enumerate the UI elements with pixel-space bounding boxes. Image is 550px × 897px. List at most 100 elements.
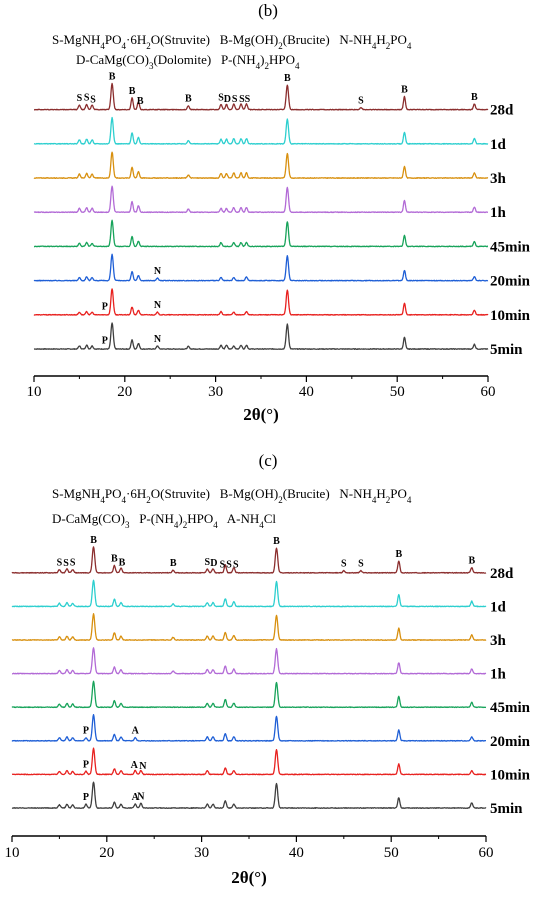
series-line-1h bbox=[33, 185, 489, 214]
x-tick-label: 50 bbox=[384, 845, 399, 861]
series-label-5min: 5min bbox=[490, 801, 523, 817]
peak-label: S bbox=[358, 559, 364, 570]
x-tick-label: 20 bbox=[117, 384, 132, 400]
peak-label: P bbox=[102, 302, 108, 313]
series-line-20min bbox=[11, 714, 487, 742]
peak-label: B bbox=[109, 72, 116, 83]
series-label-1d: 1d bbox=[490, 137, 507, 153]
peak-label: N bbox=[154, 300, 162, 311]
peak-label: B bbox=[137, 96, 144, 107]
x-tick-label: 40 bbox=[289, 845, 304, 861]
peak-label: B bbox=[284, 73, 291, 84]
series-label-10min: 10min bbox=[490, 767, 531, 783]
peak-label: S bbox=[220, 560, 226, 571]
x-tick-label: 20 bbox=[99, 845, 114, 861]
series-label-20min: 20min bbox=[490, 274, 531, 290]
peak-label: P bbox=[102, 336, 108, 347]
x-tick-label: 60 bbox=[481, 384, 496, 400]
series-line-28d bbox=[11, 546, 487, 574]
series-line-20min bbox=[33, 253, 489, 282]
peak-label: P bbox=[83, 792, 89, 803]
series-label-3h: 3h bbox=[490, 633, 507, 649]
series-label-1h: 1h bbox=[490, 205, 507, 221]
series-label-20min: 20min bbox=[490, 734, 531, 750]
series-label-3h: 3h bbox=[490, 171, 507, 187]
series-line-10min bbox=[33, 288, 489, 316]
series-line-3h bbox=[33, 151, 489, 179]
peak-label: S bbox=[84, 92, 90, 103]
peak-label: B bbox=[471, 92, 478, 103]
peak-label: N bbox=[139, 761, 147, 772]
series-line-45min bbox=[33, 219, 489, 248]
series-label-10min: 10min bbox=[490, 308, 531, 324]
panel-label: (c) bbox=[259, 451, 278, 470]
peak-label: B bbox=[170, 558, 177, 569]
x-tick-label: 30 bbox=[208, 384, 223, 400]
x-tick-label: 30 bbox=[194, 845, 209, 861]
x-tick-label: 50 bbox=[390, 384, 405, 400]
peak-label: P bbox=[83, 726, 89, 737]
peak-label: N bbox=[154, 334, 162, 345]
series-label-45min: 45min bbox=[490, 239, 531, 255]
legend-line: S-MgNH4PO4·6H2O(Struvite) B-Mg(OH)2(Bruc… bbox=[52, 32, 412, 51]
series-label-5min: 5min bbox=[490, 342, 523, 358]
peak-label: B bbox=[401, 85, 408, 96]
chart-panel-b: (b) S-MgNH4PO4·6H2O(Struvite) B-Mg(OH)2(B… bbox=[27, 1, 531, 424]
legend-line: D-CaMg(CO)3 P-(NH4)2HPO4 A-NH4Cl bbox=[52, 511, 276, 530]
peak-label: D bbox=[210, 558, 217, 569]
series-line-1h bbox=[11, 647, 487, 675]
peak-label: B bbox=[395, 549, 402, 560]
peak-label: S bbox=[63, 558, 69, 569]
series-label-28d: 28d bbox=[490, 103, 514, 119]
series-label-1d: 1d bbox=[490, 599, 507, 615]
series-line-5min bbox=[33, 322, 489, 350]
panel-label: (b) bbox=[258, 1, 278, 20]
peak-label: S bbox=[239, 94, 245, 105]
series-line-1d bbox=[11, 579, 487, 608]
series-line-5min bbox=[11, 781, 487, 809]
peak-label: B bbox=[468, 556, 475, 567]
peak-label: S bbox=[77, 93, 83, 104]
peak-label: B bbox=[273, 536, 280, 547]
peak-label: N bbox=[154, 266, 162, 277]
legend-line: S-MgNH4PO4·6H2O(Struvite) B-Mg(OH)2(Bruc… bbox=[52, 486, 412, 505]
x-tick-label: 60 bbox=[479, 845, 494, 861]
series-label-1h: 1h bbox=[490, 667, 507, 683]
chart-panel-c: (c) S-MgNH4PO4·6H2O(Struvite) B-Mg(OH)2(B… bbox=[5, 451, 531, 887]
peak-label: S bbox=[90, 95, 96, 106]
peak-label: A bbox=[132, 792, 140, 803]
x-axis-title: 2θ(°) bbox=[243, 405, 279, 424]
peak-label: S bbox=[205, 557, 211, 568]
peak-label: S bbox=[57, 558, 63, 569]
x-tick-label: 10 bbox=[27, 384, 42, 400]
peak-label: B bbox=[119, 558, 126, 569]
peak-label: N bbox=[137, 791, 145, 802]
peak-label: A bbox=[131, 760, 139, 771]
peak-label: S bbox=[70, 558, 76, 569]
peak-label: B bbox=[111, 554, 118, 565]
peak-label: S bbox=[341, 559, 347, 570]
series-line-45min bbox=[11, 680, 487, 709]
series-label-28d: 28d bbox=[490, 566, 514, 582]
peak-label: S bbox=[232, 94, 238, 105]
x-tick-label: 10 bbox=[5, 845, 20, 861]
x-tick-label: 40 bbox=[299, 384, 314, 400]
series-line-28d bbox=[33, 82, 489, 111]
series-label-45min: 45min bbox=[490, 700, 531, 716]
series-line-3h bbox=[11, 613, 487, 641]
series-line-10min bbox=[11, 747, 487, 776]
series-line-1d bbox=[33, 116, 489, 145]
peak-label: S bbox=[218, 92, 224, 103]
peak-label: P bbox=[83, 759, 89, 770]
peak-label: S bbox=[245, 94, 251, 105]
peak-label: B bbox=[90, 535, 97, 546]
peak-label: A bbox=[132, 726, 140, 737]
peak-label: D bbox=[224, 94, 231, 105]
x-axis-title: 2θ(°) bbox=[231, 868, 267, 887]
peak-label: B bbox=[129, 86, 136, 97]
legend-line: D-CaMg(CO)3(Dolomite) P-(NH4)2HPO4 bbox=[76, 52, 300, 71]
peak-label: B bbox=[185, 94, 192, 105]
peak-label: S bbox=[226, 560, 232, 571]
peak-label: S bbox=[358, 96, 364, 107]
